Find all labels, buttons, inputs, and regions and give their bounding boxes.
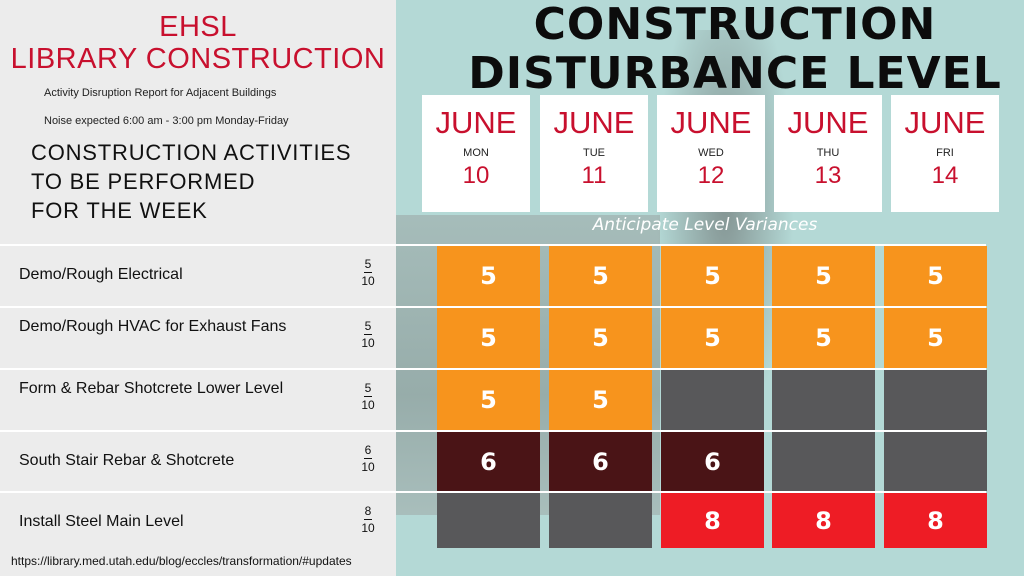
disturbance-level-cell — [437, 493, 540, 548]
day-date: 14 — [931, 162, 959, 189]
activities-heading: CONSTRUCTION ACTIVITIES TO BE PERFORMED … — [31, 138, 381, 225]
row-divider — [0, 306, 986, 308]
row-divider — [0, 491, 986, 493]
disturbance-level-cell: 6 — [437, 432, 540, 491]
fraction-bar — [364, 458, 372, 459]
disturbance-level-cell: 5 — [549, 370, 652, 430]
activity-label: Install Steel Main Level — [19, 513, 184, 530]
day-weekday: WED — [698, 147, 724, 159]
noise-note: Noise expected 6:00 am - 3:00 pm Monday-… — [44, 115, 289, 127]
day-month: JUNE — [553, 105, 635, 140]
fraction-bar — [364, 519, 372, 520]
level-numerator: 6 — [364, 443, 372, 457]
activities-heading-line1: CONSTRUCTION ACTIVITIES — [31, 140, 352, 165]
activities-heading-line3: FOR THE WEEK — [31, 198, 208, 223]
day-card: JUNE MON 10 — [422, 95, 530, 212]
disturbance-level-cell — [549, 493, 652, 548]
day-weekday: TUE — [583, 147, 605, 159]
level-denominator: 10 — [361, 336, 375, 350]
disturbance-level-cell — [884, 370, 987, 430]
disturbance-level-cell: 8 — [661, 493, 764, 548]
disturbance-level-cell: 5 — [661, 308, 764, 368]
disturbance-level-cell: 8 — [884, 493, 987, 548]
day-month: JUNE — [435, 105, 517, 140]
day-date: 13 — [814, 162, 842, 189]
variance-note: Anticipate Level Variances — [592, 215, 818, 235]
fraction-bar — [364, 396, 372, 397]
day-weekday: THU — [816, 147, 840, 159]
activity-level-fraction: 5 10 — [355, 382, 381, 411]
day-card: JUNE TUE 11 — [540, 95, 648, 212]
activity-level-fraction: 5 10 — [355, 258, 381, 287]
fraction-bar — [364, 334, 372, 335]
org-title-line2: LIBRARY CONSTRUCTION — [10, 43, 386, 75]
activity-level-fraction: 6 10 — [355, 444, 381, 473]
disturbance-level-cell: 6 — [549, 432, 652, 491]
row-divider — [0, 430, 986, 432]
disturbance-level-cell: 5 — [772, 246, 875, 306]
disturbance-level-cell: 5 — [437, 308, 540, 368]
day-card: JUNE WED 12 — [657, 95, 765, 212]
disturbance-level-cell: 6 — [661, 432, 764, 491]
level-denominator: 10 — [361, 274, 375, 288]
level-numerator: 5 — [364, 381, 372, 395]
page-title: CONSTRUCTION DISTURBANCE LEVEL — [450, 0, 1020, 98]
level-numerator: 5 — [364, 257, 372, 271]
row-divider — [0, 368, 986, 370]
disturbance-level-cell: 5 — [437, 370, 540, 430]
disturbance-level-cell: 8 — [772, 493, 875, 548]
row-divider — [0, 244, 986, 246]
activity-label: Form & Rebar Shotcrete Lower Level — [19, 380, 284, 397]
day-card: JUNE FRI 14 — [891, 95, 999, 212]
activities-heading-line2: TO BE PERFORMED — [31, 169, 256, 194]
disturbance-level-cell: 5 — [661, 246, 764, 306]
table-label-panel — [0, 243, 396, 576]
org-title-line1: EHSL — [159, 11, 237, 43]
day-weekday: MON — [463, 147, 489, 159]
day-month: JUNE — [670, 105, 752, 140]
day-date: 12 — [697, 162, 725, 189]
disturbance-level-cell — [772, 370, 875, 430]
day-weekday: FRI — [936, 147, 954, 159]
fraction-bar — [364, 272, 372, 273]
day-month: JUNE — [904, 105, 986, 140]
level-denominator: 10 — [361, 460, 375, 474]
disturbance-level-cell: 5 — [549, 246, 652, 306]
disturbance-level-cell: 5 — [772, 308, 875, 368]
level-numerator: 8 — [364, 504, 372, 518]
disturbance-level-cell — [884, 432, 987, 491]
day-date: 10 — [462, 162, 490, 189]
disturbance-level-cell: 5 — [549, 308, 652, 368]
activity-level-fraction: 8 10 — [355, 505, 381, 534]
level-denominator: 10 — [361, 398, 375, 412]
day-date: 11 — [581, 162, 607, 189]
day-card: JUNE THU 13 — [774, 95, 882, 212]
footer-url[interactable]: https://library.med.utah.edu/blog/eccles… — [11, 554, 352, 568]
activity-level-fraction: 5 10 — [355, 320, 381, 349]
disturbance-level-cell — [772, 432, 875, 491]
day-month: JUNE — [787, 105, 869, 140]
activity-label: Demo/Rough Electrical — [19, 266, 183, 283]
disturbance-level-cell: 5 — [437, 246, 540, 306]
report-subtitle: Activity Disruption Report for Adjacent … — [44, 87, 277, 99]
activity-label: South Stair Rebar & Shotcrete — [19, 452, 235, 469]
level-denominator: 10 — [361, 521, 375, 535]
page-title-line2: DISTURBANCE LEVEL — [468, 48, 1002, 99]
page-title-line1: CONSTRUCTION — [533, 0, 937, 50]
level-numerator: 5 — [364, 319, 372, 333]
disturbance-level-cell: 5 — [884, 246, 987, 306]
disturbance-level-cell: 5 — [884, 308, 987, 368]
disturbance-level-cell — [661, 370, 764, 430]
activity-label: Demo/Rough HVAC for Exhaust Fans — [19, 318, 287, 335]
